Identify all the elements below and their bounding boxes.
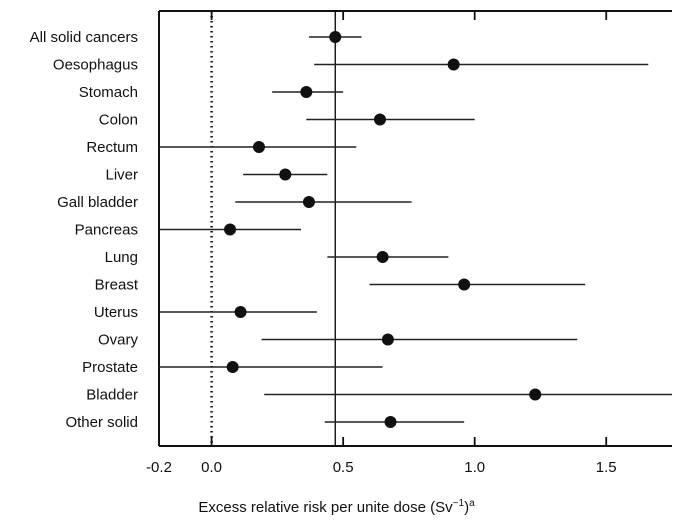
category-label: All solid cancers <box>30 29 138 46</box>
x-tick-label: 1.5 <box>596 459 617 476</box>
point-estimate <box>447 58 460 71</box>
x-tick-label: 0.5 <box>333 459 354 476</box>
category-label: Liver <box>105 167 138 184</box>
category-label: Gall bladder <box>57 194 138 211</box>
point-estimate <box>529 388 542 401</box>
category-label: Colon <box>99 112 138 129</box>
point-estimate <box>458 278 471 291</box>
category-label: Uterus <box>94 304 138 321</box>
point-estimate <box>279 168 292 181</box>
point-estimate <box>376 251 389 263</box>
category-label: Ovary <box>98 332 139 349</box>
point-estimate <box>252 141 265 153</box>
point-estimate <box>224 223 237 236</box>
point-estimate <box>300 86 313 98</box>
point-estimate <box>329 31 342 43</box>
x-axis-title-footnote: a <box>469 498 475 509</box>
category-label: Oesophagus <box>53 57 138 74</box>
point-estimate <box>234 306 247 318</box>
category-label: Rectum <box>86 139 138 156</box>
x-axis-title-text: Excess relative risk per unite dose (Sv <box>198 499 453 516</box>
category-label: Pancreas <box>75 222 138 239</box>
x-tick-label: 0.0 <box>201 459 222 476</box>
category-label: Lung <box>105 249 138 266</box>
point-estimate <box>373 113 386 126</box>
x-axis-title: Excess relative risk per unite dose (Sv−… <box>0 498 673 516</box>
category-label: Breast <box>95 277 139 294</box>
category-label: Stomach <box>79 84 138 101</box>
point-estimate <box>384 416 397 428</box>
x-tick-label: -0.2 <box>146 459 172 476</box>
x-tick-label: 1.0 <box>464 459 485 476</box>
category-label: Prostate <box>82 359 138 376</box>
point-estimate <box>381 333 394 346</box>
point-estimate <box>302 196 315 208</box>
category-label: Bladder <box>86 387 138 404</box>
x-axis-title-superscript: −1 <box>452 498 465 509</box>
category-label: Other solid <box>65 414 138 431</box>
x-axis-title-suffix: ) <box>464 499 470 516</box>
point-estimate <box>226 361 239 373</box>
